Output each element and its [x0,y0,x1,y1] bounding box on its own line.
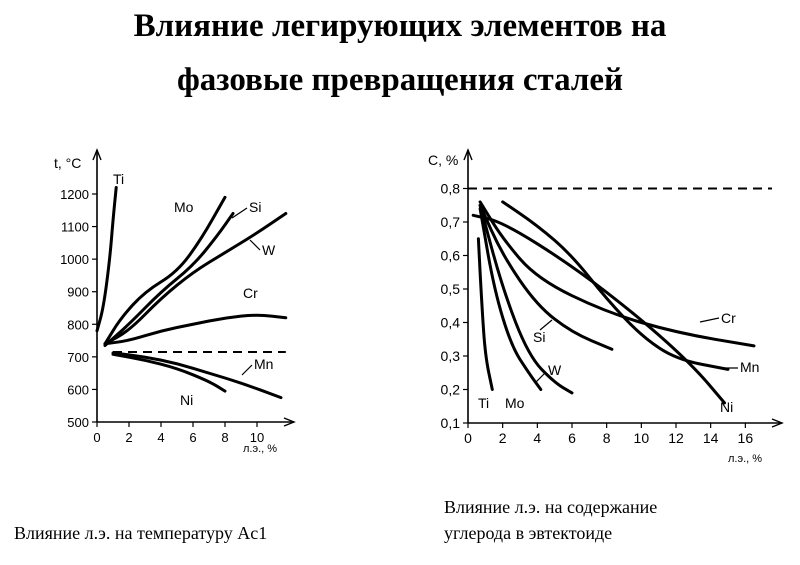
page-title-line-1: Влияние легирующих элементов на [133,8,667,44]
right-caption-line-2: углерода в эвтектоиде [444,523,613,543]
series-label-ti: Ti [113,171,124,187]
y-tick-label: 500 [67,415,89,430]
series-line-ni [471,213,726,405]
x-tick-label: 2 [125,430,132,445]
x-axis-arrow [283,417,296,427]
y-tick-label: 800 [67,317,89,332]
label-leader-w [535,371,547,383]
label-leader-si [539,319,553,331]
series-line-cr [103,313,288,346]
x-tick-label: 4 [157,430,164,445]
series-label-ni: Ni [180,392,193,408]
series-label-w: W [548,362,562,378]
x-tick-label: 14 [703,430,719,446]
chart-2: 0,1 0,2 0,3 0,4 0,5 0,6 0,7 0,8 0 2 4 6 8 10 12 14 16 C, … [428,148,784,465]
x-axis-label: л.э., % [728,453,762,465]
y-tick-label: 0,1 [441,415,461,431]
y-axis-arrow [463,148,473,161]
y-tick-label: 0,5 [441,281,461,297]
x-tick-label: 16 [738,430,754,446]
label-leader-mn [241,364,253,376]
x-tick-label: 8 [221,430,228,445]
x-tick-label: 0 [464,430,472,446]
series-label-mo: Mo [505,395,525,411]
series-line-mn [111,351,283,400]
page-title-line-2: фазовые превращения сталей [176,62,624,98]
label-leader-w [249,239,261,251]
x-tick-label: 10 [250,430,264,445]
series-label-cr: Cr [721,310,736,326]
right-caption-line-1: Влияние л.э. на содержание [444,497,658,517]
y-axis-label: C, % [428,152,458,168]
series-line-si [478,203,614,351]
series-line-mo [103,195,227,346]
y-axis-arrow [92,148,102,161]
series-label-cr: Cr [243,285,258,301]
right-chart-caption: Влияние л.э. на содержание углерода в эв… [444,494,657,546]
y-axis-label: t, °C [54,155,81,171]
y-tick-label: 0,6 [441,248,461,264]
series-label-mn: Mn [254,356,273,372]
series-label-ti: Ti [478,395,489,411]
label-leader-si [231,207,248,219]
left-chart-caption: Влияние л.э. на температуру Ac1 [14,523,268,543]
x-axis-arrow [771,418,784,428]
y-tick-label: 0,7 [441,214,461,230]
x-tick-label: 10 [634,430,650,446]
y-tick-label: 900 [67,285,89,300]
series-line-cr [478,200,756,348]
y-tick-label: 700 [67,350,89,365]
x-tick-label: 8 [603,430,611,446]
series-line-w [478,203,574,395]
y-tick-label: 600 [67,382,89,397]
series-line-ni [111,352,227,393]
series-label-si: Si [533,329,545,345]
series-line-ti [476,237,494,391]
series-label-mo: Mo [174,199,194,215]
y-tick-label: 0,8 [441,181,461,197]
y-tick-label: 0,3 [441,348,461,364]
series-line-w [103,212,288,346]
chart-1: 500 600 700 800 900 1000 1100 1200 0 2 4 6 8 10 t, °C л… [54,148,296,455]
x-tick-label: 12 [668,430,684,446]
x-axis-label: л.э., % [243,443,277,455]
y-tick-label: 0,2 [441,382,461,398]
series-label-ni: Ni [720,399,733,415]
series-label-mn: Mn [740,359,759,375]
series-line-ti [95,186,118,333]
series-label-w: W [262,242,276,258]
series-line-mo [478,207,543,391]
x-tick-label: 4 [533,430,541,446]
series-label-si: Si [249,199,261,215]
series-line-si [103,212,235,347]
y-tick-label: 1200 [60,187,89,202]
x-tick-label: 0 [93,430,100,445]
y-tick-label: 1000 [60,252,89,267]
label-leader-cr [699,317,720,323]
x-tick-label: 2 [499,430,507,446]
x-tick-label: 6 [189,430,196,445]
series-line-mn [501,200,730,371]
x-tick-label: 6 [568,430,576,446]
y-tick-label: 1100 [61,220,89,235]
y-tick-label: 0,4 [441,315,461,331]
